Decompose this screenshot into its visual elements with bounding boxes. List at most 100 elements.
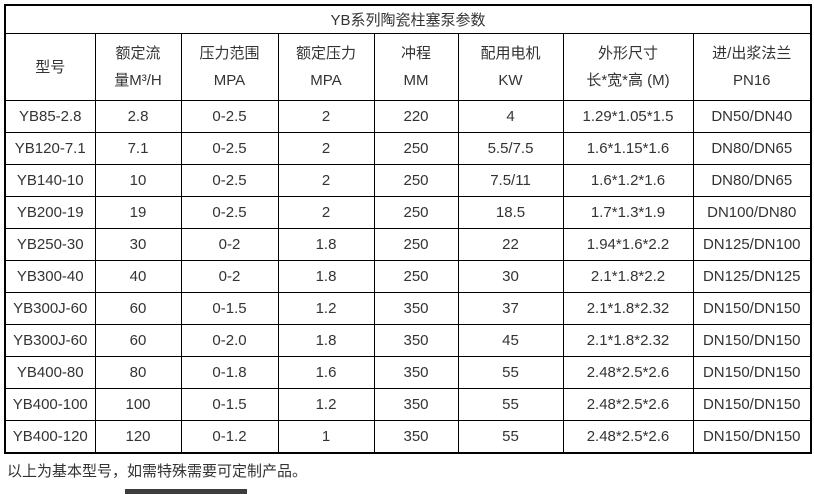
- table-header-row: 型号 额定流 量M³/H 压力范围 MPA 额定压力 MPA 冲程 MM 配用电机 KW 外形尺寸 长*…: [4, 33, 812, 101]
- column-header: 外形尺寸 长*宽*高 (M): [562, 33, 694, 101]
- table-cell: 0-1.8: [180, 356, 279, 389]
- table-cell: 250: [373, 164, 459, 197]
- table-cell: 7.1: [94, 132, 182, 165]
- table-cell: 0-2.0: [180, 324, 279, 357]
- table-cell: YB300J-60: [4, 292, 96, 325]
- table-cell: DN125/DN125: [692, 260, 812, 293]
- table-cell: 1.7*1.3*1.9: [562, 196, 694, 229]
- table-cell: 220: [373, 100, 459, 133]
- table-row: YB140-10 10 0-2.5 2 250 7.5/11 1.6*1.2*1.6 DN80…: [4, 164, 812, 197]
- table-cell: YB200-19: [4, 196, 96, 229]
- table-cell: 18.5: [457, 196, 564, 229]
- table-cell: 4: [457, 100, 564, 133]
- table-title: YB系列陶瓷柱塞泵参数: [4, 4, 812, 34]
- table-cell: 55: [457, 356, 564, 389]
- table-cell: 10: [94, 164, 182, 197]
- table-cell: DN80/DN65: [692, 132, 812, 165]
- table-cell: YB120-7.1: [4, 132, 96, 165]
- table-cell: 1.6*1.2*1.6: [562, 164, 694, 197]
- table-cell: DN100/DN80: [692, 196, 812, 229]
- column-header: 配用电机 KW: [457, 33, 564, 101]
- table-body: YB85-2.8 2.8 0-2.5 2 220 4 1.29*1.05*1.5 DN50/D…: [4, 100, 812, 453]
- table-row: YB200-19 19 0-2.5 2 250 18.5 1.7*1.3*1.9 DN100/…: [4, 196, 812, 229]
- table-cell: 100: [94, 388, 182, 421]
- table-cell: 2.8: [94, 100, 182, 133]
- table-cell: DN150/DN150: [692, 324, 812, 357]
- table-cell: YB85-2.8: [4, 100, 96, 133]
- table-cell: 1.2: [277, 292, 375, 325]
- table-cell: 1.6: [277, 356, 375, 389]
- table-cell: 55: [457, 420, 564, 453]
- table-cell: 0-2.5: [180, 164, 279, 197]
- table-cell: DN50/DN40: [692, 100, 812, 133]
- table-cell: 60: [94, 292, 182, 325]
- table-cell: DN125/DN100: [692, 228, 812, 261]
- table-cell: 250: [373, 260, 459, 293]
- table-cell: 0-2.5: [180, 100, 279, 133]
- table-cell: 0-2: [180, 260, 279, 293]
- table-cell: 40: [94, 260, 182, 293]
- table-cell: 120: [94, 420, 182, 453]
- table-cell: YB400-80: [4, 356, 96, 389]
- table-cell: 19: [94, 196, 182, 229]
- table-cell: 2: [277, 196, 375, 229]
- table-cell: DN150/DN150: [692, 420, 812, 453]
- table-title-row: YB系列陶瓷柱塞泵参数: [4, 4, 812, 34]
- table-cell: DN150/DN150: [692, 356, 812, 389]
- table-row: YB250-30 30 0-2 1.8 250 22 1.94*1.6*2.2 DN125/D…: [4, 228, 812, 261]
- column-header: 压力范围 MPA: [180, 33, 279, 101]
- pump-spec-table: YB系列陶瓷柱塞泵参数 型号 额定流 量M³/H 压力范围 MPA 额定压力 MPA 冲程 MM…: [4, 4, 813, 454]
- table-cell: 60: [94, 324, 182, 357]
- table-cell: YB300-40: [4, 260, 96, 293]
- table-cell: 350: [373, 356, 459, 389]
- table-cell: 2.48*2.5*2.6: [562, 356, 694, 389]
- table-cell: YB400-100: [4, 388, 96, 421]
- table-cell: 2.48*2.5*2.6: [562, 420, 694, 453]
- table-cell: DN150/DN150: [692, 292, 812, 325]
- column-header: 额定压力 MPA: [277, 33, 375, 101]
- table-row: YB300J-60 60 0-1.5 1.2 350 37 2.1*1.8*2.32 DN15…: [4, 292, 812, 325]
- table-cell: 30: [94, 228, 182, 261]
- table-cell: 350: [373, 388, 459, 421]
- table-row: YB300J-60 60 0-2.0 1.8 350 45 2.1*1.8*2.32 DN15…: [4, 324, 812, 357]
- table-cell: 1.2: [277, 388, 375, 421]
- table-cell: 30: [457, 260, 564, 293]
- table-cell: 1.6*1.15*1.6: [562, 132, 694, 165]
- table-cell: 1: [277, 420, 375, 453]
- table-cell: 0-2.5: [180, 132, 279, 165]
- table-cell: 2.48*2.5*2.6: [562, 388, 694, 421]
- table-cell: 250: [373, 132, 459, 165]
- table-cell: YB250-30: [4, 228, 96, 261]
- table-cell: 2: [277, 164, 375, 197]
- table-cell: 250: [373, 196, 459, 229]
- table-cell: 1.8: [277, 324, 375, 357]
- table-cell: YB400-120: [4, 420, 96, 453]
- table-row: YB300-40 40 0-2 1.8 250 30 2.1*1.8*2.2 DN125/DN…: [4, 260, 812, 293]
- table-cell: 2: [277, 132, 375, 165]
- column-header: 型号: [4, 33, 96, 101]
- cutoff-element-bar: [125, 489, 247, 494]
- table-cell: 2.1*1.8*2.32: [562, 324, 694, 357]
- table-cell: DN150/DN150: [692, 388, 812, 421]
- table-row: YB120-7.1 7.1 0-2.5 2 250 5.5/7.5 1.6*1.15*1.6…: [4, 132, 812, 165]
- table-cell: 45: [457, 324, 564, 357]
- table-cell: 5.5/7.5: [457, 132, 564, 165]
- table-cell: 1.8: [277, 228, 375, 261]
- table-cell: YB140-10: [4, 164, 96, 197]
- table-cell: 0-1.5: [180, 292, 279, 325]
- table-cell: DN80/DN65: [692, 164, 812, 197]
- table-cell: 2.1*1.8*2.32: [562, 292, 694, 325]
- table-cell: 1.8: [277, 260, 375, 293]
- table-cell: 55: [457, 388, 564, 421]
- table-cell: YB300J-60: [4, 324, 96, 357]
- table-row: YB400-120 120 0-1.2 1 350 55 2.48*2.5*2.6 DN150…: [4, 420, 812, 453]
- column-header: 进/出浆法兰 PN16: [692, 33, 812, 101]
- table-row: YB400-80 80 0-1.8 1.6 350 55 2.48*2.5*2.6 DN150…: [4, 356, 812, 389]
- table-cell: 80: [94, 356, 182, 389]
- table-cell: 0-1.5: [180, 388, 279, 421]
- table-cell: 2: [277, 100, 375, 133]
- table-cell: 0-1.2: [180, 420, 279, 453]
- column-header: 冲程 MM: [373, 33, 459, 101]
- table-cell: 1.29*1.05*1.5: [562, 100, 694, 133]
